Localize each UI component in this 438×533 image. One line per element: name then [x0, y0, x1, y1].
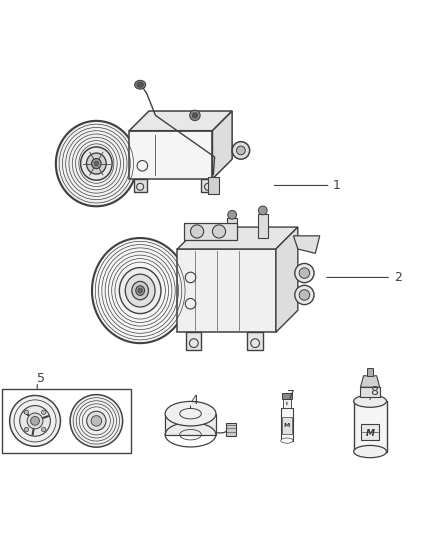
Polygon shape	[276, 227, 298, 332]
Ellipse shape	[94, 161, 99, 166]
Circle shape	[24, 427, 28, 432]
Ellipse shape	[92, 158, 101, 168]
Bar	[258, 214, 268, 238]
Circle shape	[10, 395, 60, 446]
Polygon shape	[201, 179, 215, 192]
Polygon shape	[177, 227, 298, 249]
Bar	[361, 424, 379, 440]
Polygon shape	[360, 376, 380, 387]
Circle shape	[212, 225, 226, 238]
Bar	[227, 219, 237, 238]
Polygon shape	[247, 332, 263, 350]
Circle shape	[70, 394, 123, 447]
Bar	[354, 401, 386, 451]
Bar	[2, 389, 131, 453]
Bar	[282, 417, 292, 434]
Text: M: M	[284, 423, 290, 428]
Circle shape	[299, 290, 310, 300]
Circle shape	[91, 416, 102, 426]
Ellipse shape	[137, 82, 143, 87]
Text: 2: 2	[394, 271, 402, 284]
Circle shape	[299, 268, 310, 278]
Polygon shape	[134, 179, 147, 192]
Polygon shape	[129, 111, 232, 131]
Circle shape	[232, 142, 250, 159]
Bar	[282, 393, 292, 399]
Ellipse shape	[119, 268, 161, 313]
Circle shape	[295, 285, 314, 304]
Ellipse shape	[125, 274, 155, 307]
Ellipse shape	[354, 446, 387, 458]
Ellipse shape	[56, 121, 137, 206]
Bar	[283, 399, 291, 408]
Ellipse shape	[135, 80, 145, 89]
Ellipse shape	[138, 288, 142, 293]
Bar	[226, 423, 236, 436]
Text: 8: 8	[370, 385, 378, 398]
Text: M: M	[366, 429, 374, 438]
Bar	[360, 387, 380, 397]
Ellipse shape	[136, 286, 145, 295]
Text: 1: 1	[333, 179, 341, 192]
Circle shape	[87, 411, 106, 431]
Circle shape	[237, 146, 245, 155]
Polygon shape	[186, 332, 201, 350]
Ellipse shape	[132, 281, 148, 300]
Ellipse shape	[165, 401, 216, 426]
Bar	[208, 177, 219, 194]
Bar	[129, 131, 212, 179]
Circle shape	[295, 263, 314, 282]
Ellipse shape	[354, 395, 387, 407]
Bar	[281, 408, 293, 441]
Ellipse shape	[81, 147, 112, 180]
Circle shape	[228, 211, 237, 219]
Bar	[367, 368, 373, 376]
Circle shape	[31, 416, 39, 425]
Ellipse shape	[92, 238, 188, 343]
Circle shape	[192, 113, 198, 118]
Text: 5: 5	[37, 372, 45, 385]
Text: 4: 4	[191, 393, 198, 407]
Circle shape	[42, 410, 46, 415]
Polygon shape	[212, 111, 232, 179]
Circle shape	[42, 427, 46, 432]
Bar	[177, 249, 276, 332]
Circle shape	[191, 225, 204, 238]
Circle shape	[24, 410, 28, 415]
Text: 7: 7	[287, 389, 295, 402]
Bar	[165, 414, 216, 435]
Ellipse shape	[86, 153, 106, 174]
Polygon shape	[184, 223, 237, 240]
Polygon shape	[293, 236, 320, 253]
Circle shape	[258, 206, 267, 215]
Circle shape	[20, 406, 50, 436]
Ellipse shape	[281, 438, 293, 443]
Circle shape	[190, 110, 200, 120]
Circle shape	[27, 413, 43, 429]
